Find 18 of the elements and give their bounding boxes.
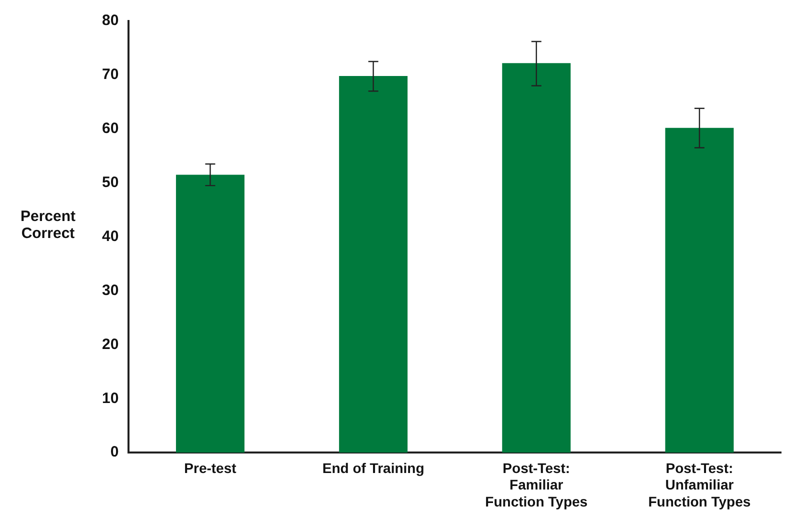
bar xyxy=(176,174,244,453)
y-tick-label: 10 xyxy=(102,390,119,407)
bar xyxy=(502,63,571,453)
x-tick-label: End of Training xyxy=(322,460,424,476)
y-tick-label: 80 xyxy=(102,12,119,30)
y-axis-title: Percent Correct xyxy=(19,208,77,242)
x-tick-label: Post-Test: Unfamiliar Function Types xyxy=(648,460,751,510)
bar xyxy=(339,76,408,453)
bar xyxy=(665,128,734,453)
y-tick-label: 20 xyxy=(102,336,119,353)
y-tick-label: 60 xyxy=(102,120,119,138)
y-tick-label: 30 xyxy=(102,282,119,299)
x-tick-label: Pre-test xyxy=(184,460,237,476)
y-tick-label: 70 xyxy=(102,66,119,84)
y-tick-label: 40 xyxy=(102,228,119,245)
y-tick-label: 0 xyxy=(110,444,119,461)
y-tick-label: 50 xyxy=(102,174,119,191)
x-tick-label: Post-Test: Familiar Function Types xyxy=(485,460,588,510)
